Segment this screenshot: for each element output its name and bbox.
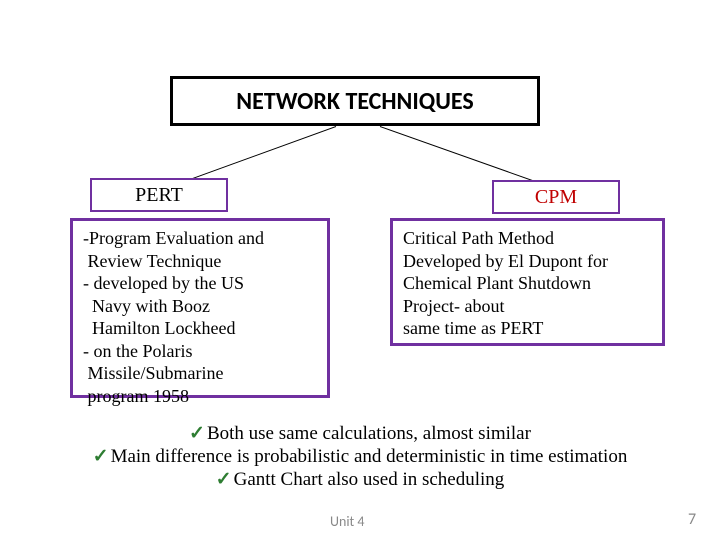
bullet-text: Both use same calculations, almost simil…	[207, 423, 531, 444]
desc-line: Developed by El Dupont for	[403, 250, 652, 273]
desc-line: program 1958	[83, 385, 317, 408]
cpm-description-box: Critical Path MethodDeveloped by El Dupo…	[390, 218, 665, 346]
main-title-text: NETWORK TECHNIQUES	[236, 87, 473, 116]
pert-title-box: PERT	[90, 178, 228, 212]
check-icon: ✓	[216, 469, 232, 490]
desc-line: - on the Polaris	[83, 340, 317, 363]
desc-line: Review Technique	[83, 250, 317, 273]
cpm-title-text: CPM	[535, 186, 577, 209]
desc-line: Chemical Plant Shutdown	[403, 272, 652, 295]
bullet-row: ✓Both use same calculations, almost simi…	[0, 422, 720, 445]
bullet-row: ✓Main difference is probabilistic and de…	[0, 445, 720, 468]
pert-title-text: PERT	[135, 184, 183, 207]
desc-line: Navy with Booz	[83, 295, 317, 318]
check-icon: ✓	[93, 446, 109, 467]
desc-line: Hamilton Lockheed	[83, 317, 317, 340]
desc-line: same time as PERT	[403, 317, 652, 340]
pert-description-box: -Program Evaluation and Review Technique…	[70, 218, 330, 398]
desc-line: Critical Path Method	[403, 227, 652, 250]
desc-line: Missile/Submarine	[83, 362, 317, 385]
page-number: 7	[688, 510, 696, 529]
desc-line: -Program Evaluation and	[83, 227, 317, 250]
cpm-title-box: CPM	[492, 180, 620, 214]
bullet-text: Main difference is probabilistic and det…	[111, 446, 628, 467]
page-number-text: 7	[688, 510, 696, 529]
summary-bullets: ✓Both use same calculations, almost simi…	[0, 422, 720, 491]
check-icon: ✓	[189, 423, 205, 444]
footer-unit-text: Unit 4	[330, 513, 365, 530]
desc-line: - developed by the US	[83, 272, 317, 295]
desc-line: Project- about	[403, 295, 652, 318]
bullet-row: ✓Gantt Chart also used in scheduling	[0, 468, 720, 491]
main-title-box: NETWORK TECHNIQUES	[170, 76, 540, 126]
bullet-text: Gantt Chart also used in scheduling	[234, 469, 505, 490]
footer-unit: Unit 4	[330, 513, 365, 530]
